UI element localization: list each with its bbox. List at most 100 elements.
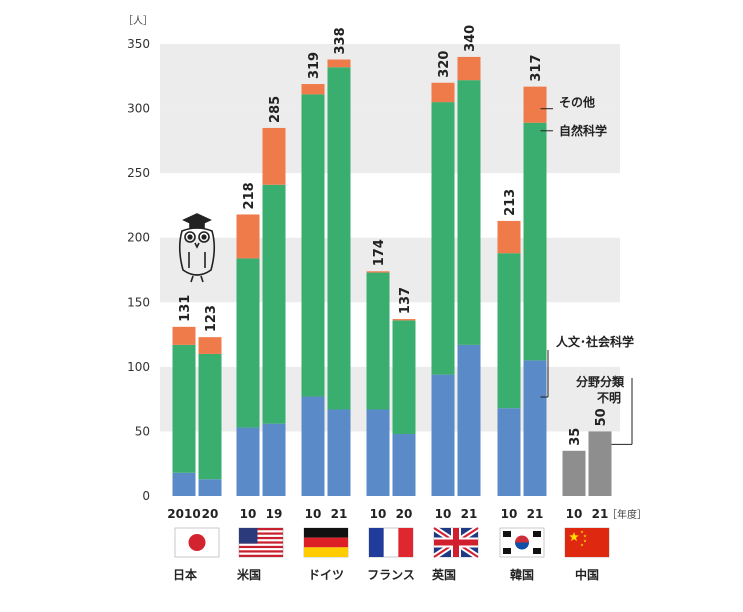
flag-stripe xyxy=(239,554,283,557)
flag-trigram xyxy=(503,548,511,554)
x-tick-label: 2010 xyxy=(167,507,200,521)
korea-flag-icon xyxy=(499,527,545,558)
flag-stripe xyxy=(239,545,283,549)
bar-segment-natural xyxy=(366,272,390,410)
flag-stripe xyxy=(239,528,283,531)
y-tick-label: 150 xyxy=(127,295,150,309)
uk-flag-icon xyxy=(432,525,480,560)
x-axis: 2010 20 10 19 10 21 10 20 10 21 10 21 10 21［年度］ xyxy=(167,507,647,521)
x-tick-label: 10 xyxy=(435,507,452,521)
flag-stripe xyxy=(239,550,283,553)
bar-segment-natural xyxy=(523,122,547,361)
y-unit-label: ［人］ xyxy=(123,15,153,27)
flag-band-gold xyxy=(304,547,348,557)
bar-segment-humanities xyxy=(327,409,351,496)
bar-segment-other xyxy=(262,127,286,185)
bar-segment-other xyxy=(327,59,351,68)
bar-segment-natural xyxy=(172,344,196,473)
country-flags xyxy=(174,525,610,560)
bar-segment-natural xyxy=(327,67,351,410)
bar-segment-unknown xyxy=(562,450,586,496)
flag-trigram xyxy=(533,548,541,554)
value-label: 137 xyxy=(398,287,413,314)
bar-segment-humanities xyxy=(431,374,455,496)
country-name: 日本 xyxy=(172,568,197,582)
y-tick-label: 50 xyxy=(135,424,150,438)
annotation-unknown-line2: 不明 xyxy=(597,391,621,405)
x-tick-label: 19 xyxy=(266,507,283,521)
annotation-unknown-line1: 分野分類 xyxy=(576,374,625,389)
country-name: 韓国 xyxy=(509,568,534,582)
value-label: 131 xyxy=(178,295,193,322)
owl-graduate-icon xyxy=(178,213,216,283)
flag-band-red xyxy=(304,537,348,548)
y-tick-label: 350 xyxy=(127,37,150,51)
x-tick-label: 10 xyxy=(240,507,257,521)
flag-band-blue xyxy=(369,528,384,557)
x-tick-label: 21 xyxy=(331,507,348,521)
flag-canton xyxy=(239,528,258,544)
flag-taegeuk-red xyxy=(515,535,529,543)
x-unit-label: ［年度］ xyxy=(607,508,647,521)
y-tick-label: 100 xyxy=(127,360,150,374)
usa-flag-icon xyxy=(238,527,284,558)
x-tick-label: 10 xyxy=(370,507,387,521)
y-tick-label: 300 xyxy=(127,102,150,116)
bar-segment-humanities xyxy=(392,434,416,496)
bar-segment-other xyxy=(198,337,222,354)
flag-star-small xyxy=(580,543,584,547)
flag-trigram xyxy=(533,531,541,537)
china-flag-icon xyxy=(564,527,610,558)
flag-stripe xyxy=(239,541,283,544)
y-tick-label: 0 xyxy=(142,489,150,503)
x-tick-label: 21 xyxy=(527,507,544,521)
country-name: 米国 xyxy=(236,568,261,582)
annotation-humanities: 人文･社会科学 xyxy=(556,334,634,349)
bar-segment-humanities xyxy=(457,344,481,496)
germany-flag-icon xyxy=(303,527,349,558)
bar-segment-natural xyxy=(497,253,521,409)
france-flag-icon xyxy=(368,527,414,558)
grid-band xyxy=(160,44,620,109)
bar-segment-humanities xyxy=(198,479,222,496)
value-label: 317 xyxy=(529,54,544,81)
bar-segment-humanities xyxy=(523,360,547,496)
bar-segment-natural xyxy=(301,94,325,397)
value-label: 50 xyxy=(594,408,609,426)
bar-segment-other xyxy=(366,271,390,273)
country-name: 英国 xyxy=(431,568,456,582)
value-label: 35 xyxy=(568,428,583,446)
country-name: フランス xyxy=(367,568,415,582)
country-name: ドイツ xyxy=(307,568,344,582)
grid-bands xyxy=(160,44,620,432)
flag-star-small xyxy=(583,534,587,538)
flag-sun xyxy=(188,534,206,551)
x-tick-label: 10 xyxy=(566,507,583,521)
bar-segment-other xyxy=(392,319,416,321)
annotation-natural: 自然科学 xyxy=(559,123,607,138)
value-label: 213 xyxy=(503,189,518,216)
bar-segment-other xyxy=(301,84,325,95)
grid-band xyxy=(160,108,620,174)
value-labels: 131 123 218 285 319 338 174 137 320 340 213 317 35 50 xyxy=(178,25,609,446)
bar-segment-humanities xyxy=(262,423,286,496)
bar-segment-humanities xyxy=(366,409,390,496)
bar-segment-other xyxy=(457,56,481,81)
flag-stripe xyxy=(239,536,283,540)
x-tick-label: 20 xyxy=(202,507,219,521)
x-tick-label: 20 xyxy=(396,507,413,521)
bar-segment-other xyxy=(431,82,455,103)
flag-taegeuk-blue xyxy=(515,542,529,550)
y-tick-label: 250 xyxy=(127,166,150,180)
annotation-other: その他 xyxy=(559,95,595,110)
bar-segment-natural xyxy=(262,184,286,424)
flag-stripe xyxy=(239,532,283,535)
x-tick-label: 10 xyxy=(305,507,322,521)
bar-segment-natural xyxy=(392,320,416,435)
value-label: 285 xyxy=(268,96,283,123)
y-tick-label: 200 xyxy=(127,231,150,245)
flag-star-large xyxy=(569,532,579,542)
value-label: 340 xyxy=(463,25,478,52)
